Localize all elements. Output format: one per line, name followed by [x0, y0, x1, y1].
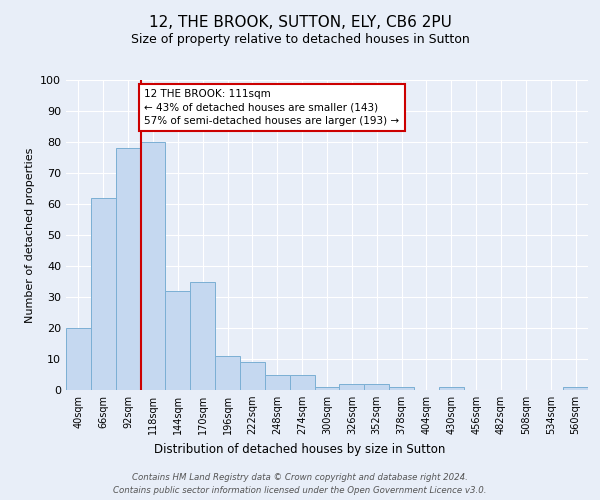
Bar — [265, 374, 290, 390]
Bar — [66, 328, 91, 390]
Bar — [215, 356, 240, 390]
Bar — [140, 142, 166, 390]
Bar — [340, 384, 364, 390]
Text: Size of property relative to detached houses in Sutton: Size of property relative to detached ho… — [131, 32, 469, 46]
Text: 12 THE BROOK: 111sqm
← 43% of detached houses are smaller (143)
57% of semi-deta: 12 THE BROOK: 111sqm ← 43% of detached h… — [145, 90, 400, 126]
Bar — [563, 387, 588, 390]
Y-axis label: Number of detached properties: Number of detached properties — [25, 148, 35, 322]
Text: Contains HM Land Registry data © Crown copyright and database right 2024.
Contai: Contains HM Land Registry data © Crown c… — [113, 474, 487, 495]
Bar — [240, 362, 265, 390]
Bar — [116, 148, 140, 390]
Bar — [166, 291, 190, 390]
Bar — [439, 387, 464, 390]
Bar — [91, 198, 116, 390]
Bar — [190, 282, 215, 390]
Bar — [389, 387, 414, 390]
Bar — [290, 374, 314, 390]
Text: Distribution of detached houses by size in Sutton: Distribution of detached houses by size … — [154, 442, 446, 456]
Bar — [364, 384, 389, 390]
Text: 12, THE BROOK, SUTTON, ELY, CB6 2PU: 12, THE BROOK, SUTTON, ELY, CB6 2PU — [149, 15, 451, 30]
Bar — [314, 387, 340, 390]
